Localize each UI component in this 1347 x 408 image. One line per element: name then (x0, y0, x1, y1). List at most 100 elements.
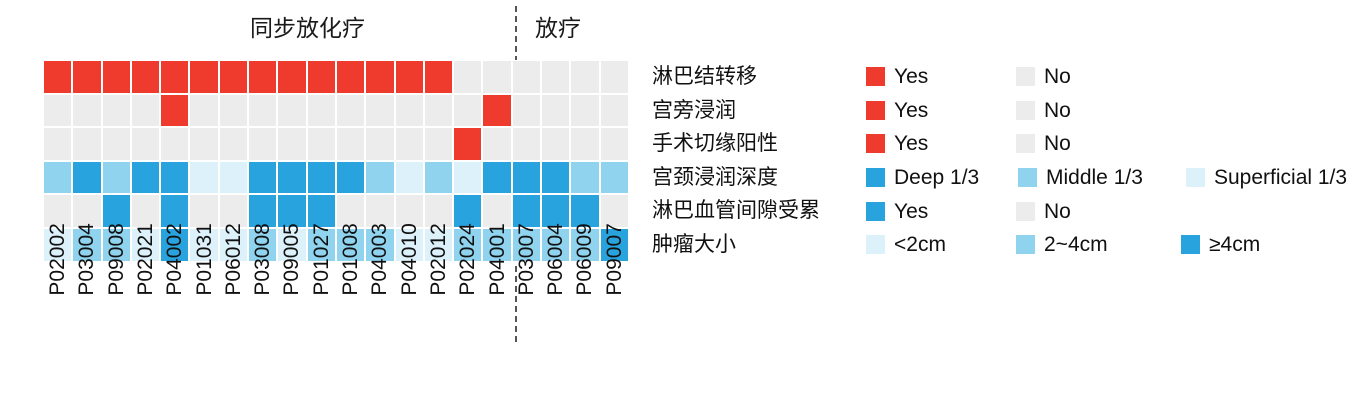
heatmap-cell (482, 194, 512, 228)
legend-item: Yes (866, 66, 928, 87)
heatmap-cell (130, 227, 161, 262)
legend-item: No (1016, 66, 1071, 87)
heatmap-cell (511, 93, 542, 128)
heatmap-cell (394, 227, 424, 262)
heatmap-cell (482, 160, 512, 195)
heatmap-cell (423, 127, 454, 161)
heatmap-cell (306, 93, 336, 128)
heatmap-cell (570, 127, 600, 161)
column-label: P02012 (424, 223, 453, 295)
row-label-axis: 淋巴结转移 宫旁浸润 手术切缘阳性 宫颈浸润深度 淋巴血管间隙受累 肿瘤大小 (652, 60, 820, 262)
heatmap-cell (541, 194, 571, 228)
legend-item: No (1016, 201, 1071, 222)
heatmap-cell (101, 93, 131, 128)
legend-swatch-no-gray (1016, 100, 1035, 120)
column-label: P09005 (277, 223, 306, 295)
heatmap-cell (541, 160, 571, 195)
heatmap-cell (365, 60, 395, 94)
legend-label: Deep 1/3 (894, 166, 980, 190)
heatmap-cell (365, 160, 395, 195)
heatmap-cell (277, 93, 307, 128)
heatmap-cell (511, 127, 542, 161)
heatmap-cell (511, 194, 542, 228)
heatmap-cell (335, 160, 366, 195)
heatmap-cell (160, 160, 190, 195)
heatmap-cell (511, 227, 542, 262)
heatmap-cell (72, 93, 102, 128)
heatmap-cell (218, 93, 249, 128)
row-label: 淋巴结转移 (652, 65, 757, 88)
column-label: P03008 (248, 223, 277, 295)
heatmap-cell (394, 93, 424, 128)
legend-label: Yes (894, 65, 929, 89)
column-group-label-radiotherapy: 放疗 (535, 15, 581, 41)
column-label: P09008 (102, 223, 131, 295)
heatmap-cell (599, 93, 629, 128)
row-label: 手术切缘阳性 (652, 132, 778, 156)
heatmap-cell (248, 60, 278, 94)
heatmap-cell (160, 227, 190, 262)
heatmap-cell (72, 194, 102, 228)
column-label: P03007 (512, 223, 541, 295)
legend-swatch-no-gray (1016, 201, 1035, 221)
row-label: 宫颈浸润深度 (652, 165, 778, 189)
heatmap-cell (541, 127, 571, 161)
legend-item: Yes (866, 100, 928, 121)
column-label: P02024 (453, 223, 482, 295)
heatmap-cell (248, 93, 278, 128)
heatmap-cell (541, 93, 571, 128)
heatmap-cell (482, 93, 512, 128)
heatmap-cell (218, 160, 249, 195)
heatmap-cell (541, 60, 571, 94)
heatmap-cell (482, 127, 512, 161)
heatmap-cell (365, 227, 395, 262)
heatmap-cell (453, 127, 483, 161)
heatmap-cell (365, 93, 395, 128)
legend-swatch-middle-blue (1016, 235, 1035, 255)
heatmap-cell (43, 127, 73, 161)
heatmap-cell (599, 227, 629, 262)
heatmap-cell (160, 194, 190, 228)
heatmap-cell (394, 127, 424, 161)
heatmap-cell (248, 227, 278, 262)
heatmap-cell (101, 127, 131, 161)
heatmap-cell (277, 227, 307, 262)
heatmap-cell (570, 227, 600, 262)
heatmap-cell (394, 194, 424, 228)
heatmap-cell (189, 127, 219, 161)
heatmap-cell (248, 127, 278, 161)
legend-swatch-deep-blue (866, 201, 885, 221)
heatmap-cell (218, 127, 249, 161)
column-label: P01027 (307, 223, 336, 295)
heatmap-cell (570, 160, 600, 195)
heatmap-cell (306, 160, 336, 195)
legend-item: ≥4cm (1181, 234, 1260, 255)
heatmap-cell (335, 194, 366, 228)
legend-label: No (1044, 132, 1071, 156)
heatmap-cell (189, 160, 219, 195)
legend-item: Yes (866, 133, 928, 154)
heatmap-cell (189, 60, 219, 94)
heatmap-cell (43, 93, 73, 128)
heatmap-cell (599, 160, 629, 195)
heatmap-cell (130, 93, 161, 128)
heatmap-cell (453, 160, 483, 195)
legend-label: ≥4cm (1209, 233, 1261, 257)
column-label: P01008 (336, 223, 365, 295)
heatmap-cell (335, 93, 366, 128)
heatmap-cell (218, 194, 249, 228)
column-label: P02021 (131, 223, 160, 295)
heatmap-cell (423, 160, 454, 195)
heatmap-cell (189, 93, 219, 128)
column-label: P01031 (190, 223, 219, 295)
heatmap-cell (189, 227, 219, 262)
heatmap-cell (365, 127, 395, 161)
heatmap-cell (306, 194, 336, 228)
heatmap-cell (72, 227, 102, 262)
heatmap-cell (160, 93, 190, 128)
heatmap-cell (541, 227, 571, 262)
row-label: 宫旁浸润 (652, 98, 736, 122)
heatmap-cell (394, 60, 424, 94)
heatmap-cell (570, 194, 600, 228)
